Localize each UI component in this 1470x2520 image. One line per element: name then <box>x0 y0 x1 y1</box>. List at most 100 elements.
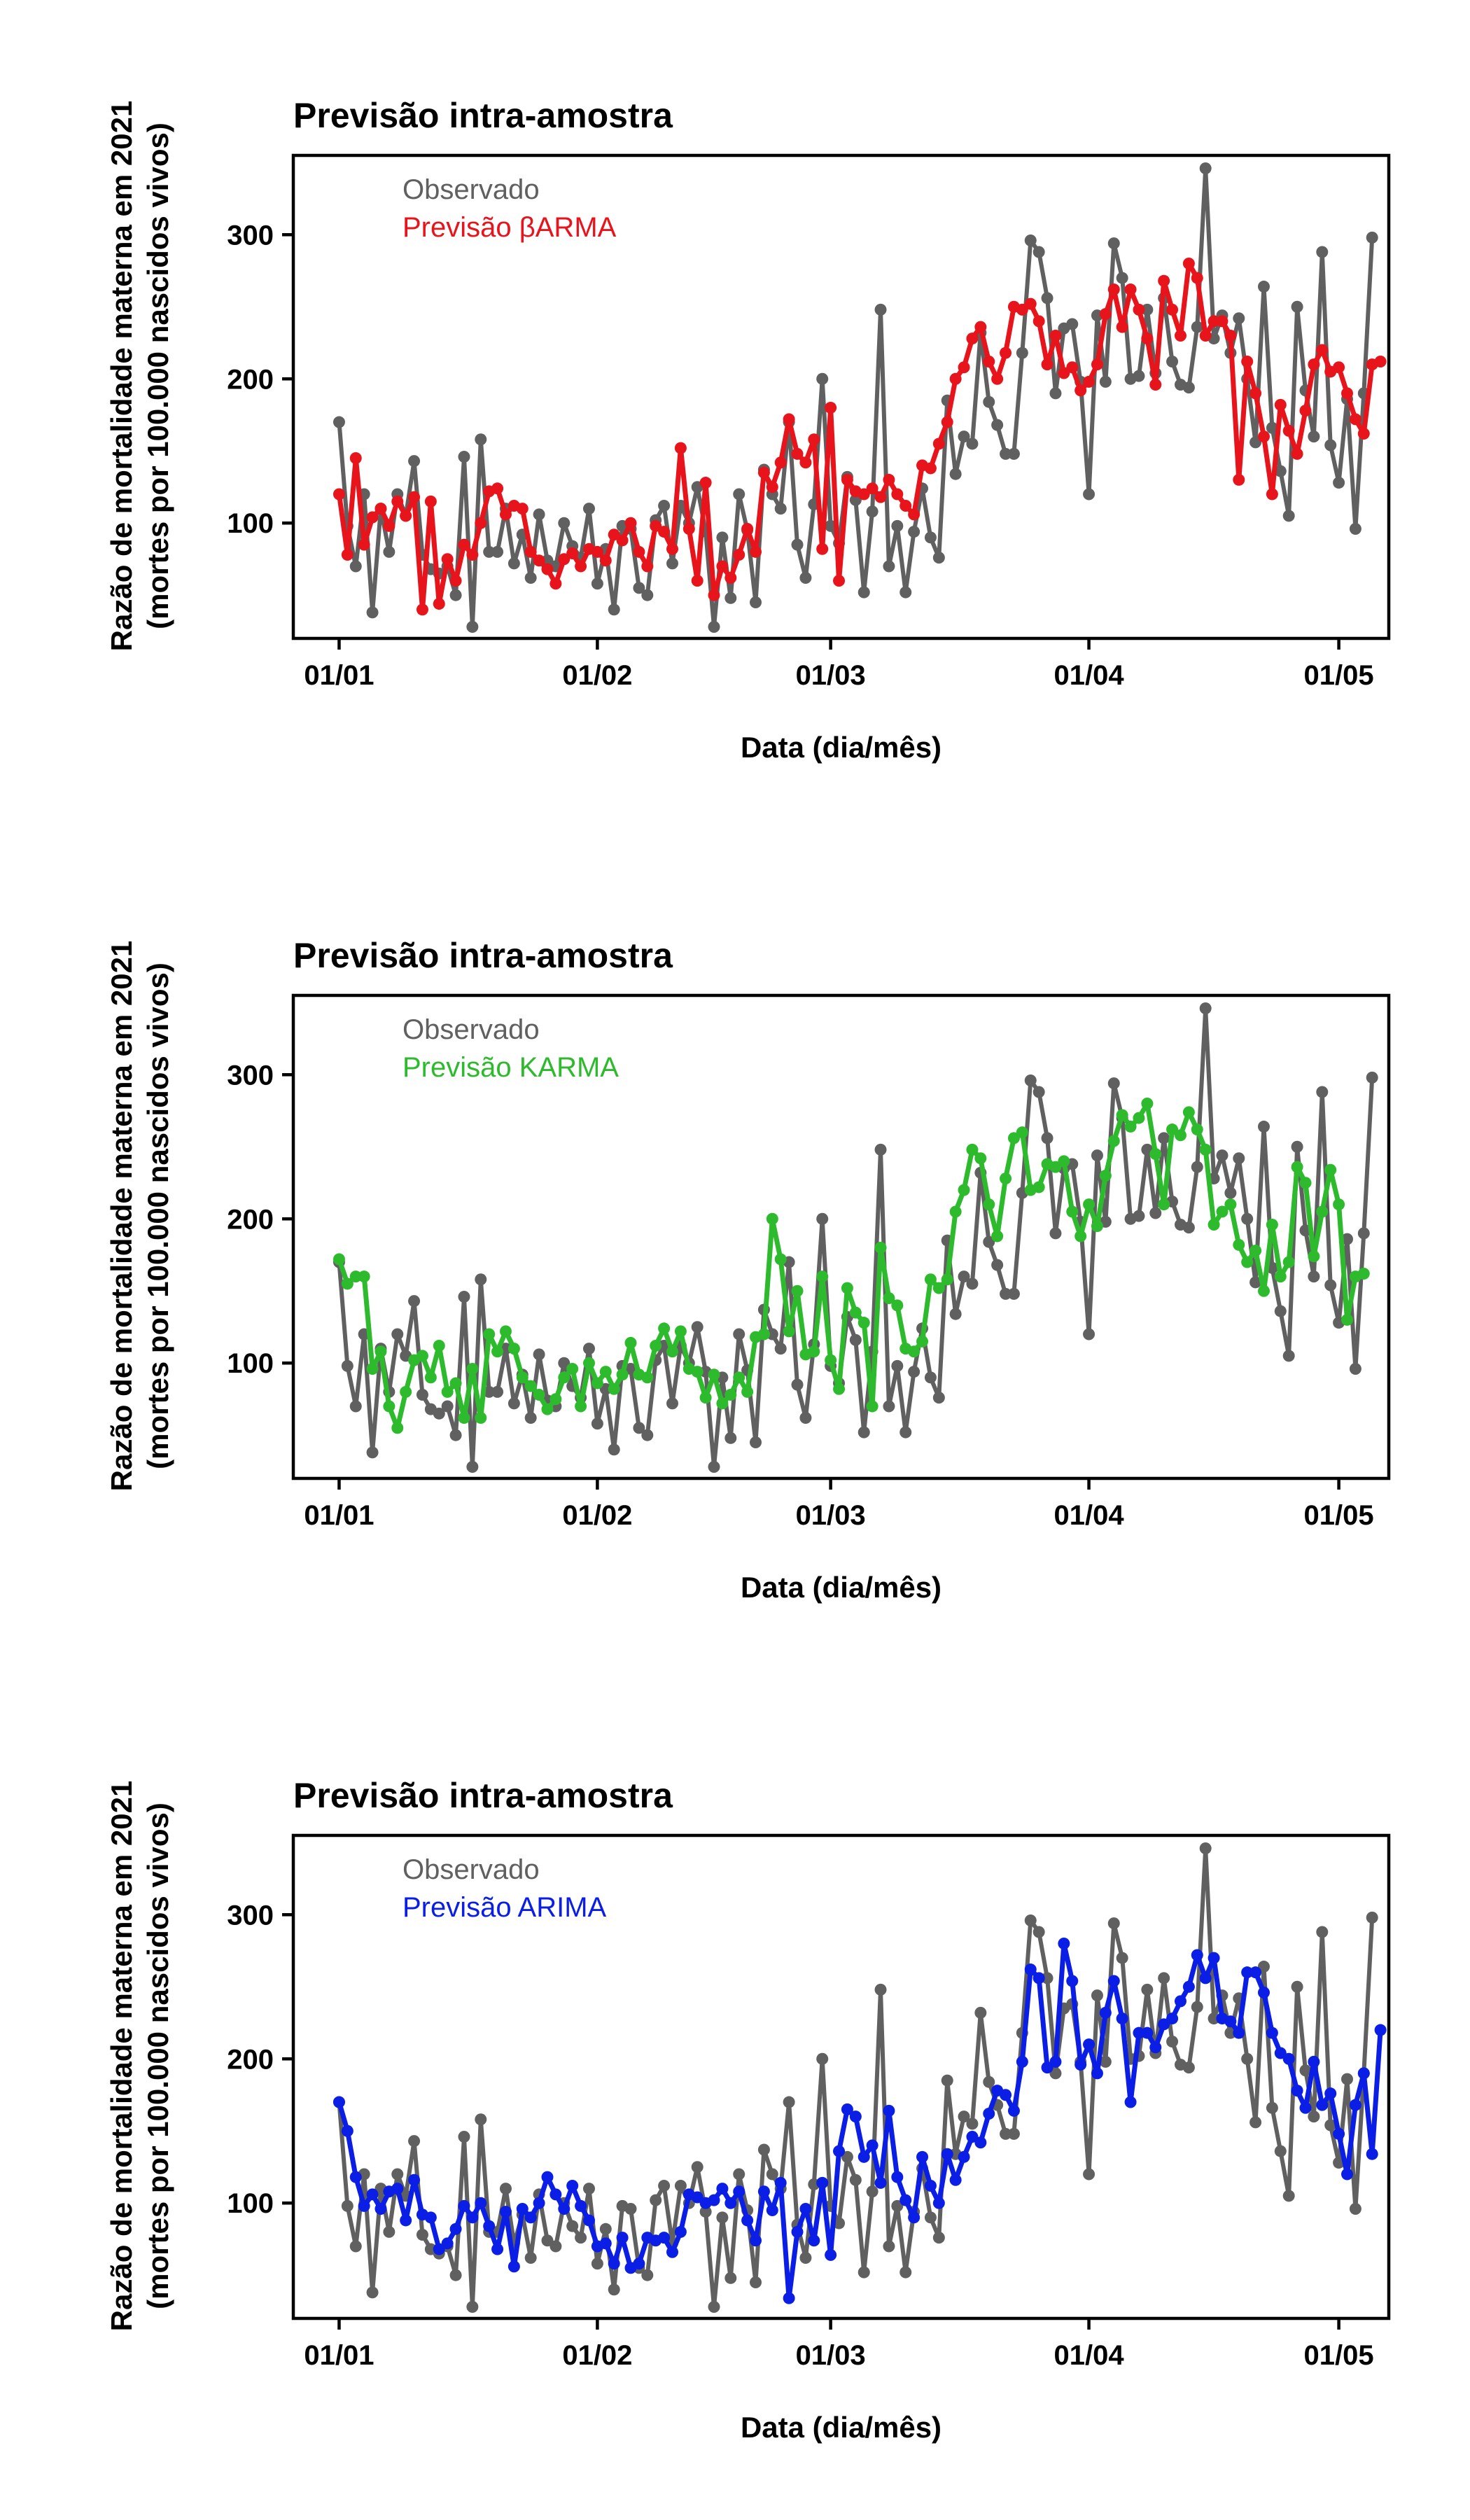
data-point <box>441 1385 454 1398</box>
data-point <box>816 542 829 555</box>
data-point <box>524 2251 537 2264</box>
data-point <box>1066 361 1079 374</box>
data-point <box>825 519 837 532</box>
data-point <box>916 2150 929 2163</box>
data-point <box>733 2168 746 2180</box>
y-axis-label-line2: (mortes por 100.000 nascidos vivos) <box>141 962 174 1469</box>
data-point <box>866 2139 878 2152</box>
data-point <box>507 1397 520 1410</box>
data-point <box>816 2052 829 2065</box>
data-point <box>724 1389 737 1401</box>
data-point <box>400 510 412 522</box>
data-point <box>466 621 479 634</box>
data-point <box>708 2301 720 2314</box>
data-point <box>1041 2062 1054 2074</box>
chart-title: Previsão intra-amostra <box>293 96 673 135</box>
data-point <box>491 545 504 558</box>
x-tick-label: 01/02 <box>562 1500 632 1531</box>
data-point <box>858 2266 870 2278</box>
data-point <box>958 2110 970 2123</box>
data-point <box>874 1143 887 1156</box>
data-point <box>1199 329 1212 342</box>
data-point <box>1091 1149 1103 1162</box>
data-point <box>716 531 729 544</box>
data-point <box>1091 2067 1103 2080</box>
data-point <box>391 1328 404 1340</box>
data-point <box>458 2199 470 2212</box>
data-point <box>366 1446 379 1459</box>
data-point <box>1308 358 1320 371</box>
data-point <box>475 1411 487 1424</box>
data-point <box>1340 2073 1353 2085</box>
data-point <box>1032 1926 1045 1938</box>
data-point <box>799 2251 812 2264</box>
data-point <box>699 477 712 489</box>
data-point <box>1049 1227 1062 1240</box>
data-point <box>641 1429 654 1441</box>
data-point <box>1158 2018 1170 2031</box>
data-point <box>1158 1198 1170 1211</box>
data-point <box>1083 375 1096 388</box>
x-axis-label: Data (dia/mês) <box>741 731 941 764</box>
data-point <box>541 563 554 575</box>
y-tick-label: 300 <box>227 220 274 251</box>
data-point <box>541 2234 554 2247</box>
y-tick-label: 100 <box>227 508 274 539</box>
data-point <box>774 1253 787 1266</box>
data-point <box>757 2143 770 2156</box>
data-point <box>416 2229 428 2241</box>
data-point <box>899 2194 912 2206</box>
data-point <box>1191 321 1203 333</box>
data-point <box>991 372 1004 385</box>
data-point <box>708 2194 720 2206</box>
data-point <box>449 2222 462 2235</box>
data-point <box>1199 1002 1212 1015</box>
data-point <box>932 2232 945 2244</box>
data-point <box>1149 378 1162 391</box>
data-point <box>991 419 1004 431</box>
chart-title: Previsão intra-amostra <box>293 1776 673 1815</box>
data-point <box>1007 447 1020 460</box>
data-point <box>1224 1186 1237 1199</box>
data-point <box>1141 1983 1154 1996</box>
data-point <box>1000 447 1012 460</box>
data-point <box>641 589 654 601</box>
data-point <box>524 1380 537 1392</box>
data-point <box>1083 488 1096 500</box>
data-point <box>1340 1233 1353 1245</box>
data-point <box>750 2276 762 2289</box>
data-point <box>1233 1152 1245 1165</box>
x-tick-label: 01/03 <box>796 660 866 691</box>
x-tick-label: 01/04 <box>1054 1500 1125 1531</box>
data-point <box>1141 1097 1154 1110</box>
data-point <box>1024 1963 1037 1976</box>
data-point <box>1007 2104 1020 2117</box>
data-point <box>433 1340 445 1352</box>
data-point <box>1191 1161 1203 1173</box>
data-point <box>458 2130 470 2143</box>
chart-panel-karma: Previsão intra-amostra 100 200 300 01/01 01/0… <box>0 840 1470 1680</box>
data-point <box>766 1212 778 1225</box>
data-point <box>733 1371 746 1384</box>
data-point <box>1133 303 1145 316</box>
data-point <box>1158 274 1170 287</box>
data-point <box>1141 303 1154 316</box>
data-point <box>1374 2024 1387 2036</box>
data-point <box>858 488 870 500</box>
data-point <box>1241 2052 1254 2065</box>
data-point <box>874 1983 887 1996</box>
data-point <box>1224 1198 1237 1211</box>
data-point <box>633 582 645 594</box>
data-point <box>1308 1250 1320 1263</box>
data-point <box>941 1273 953 1286</box>
data-point <box>608 603 620 616</box>
data-point <box>533 554 545 567</box>
data-point <box>916 1335 929 1348</box>
plot-area <box>291 153 1391 640</box>
data-point <box>366 2188 379 2201</box>
data-point <box>1333 2127 1345 2140</box>
data-point <box>550 1393 562 1406</box>
data-point <box>983 2108 995 2120</box>
data-point <box>932 438 945 450</box>
data-point <box>1349 2099 1362 2111</box>
